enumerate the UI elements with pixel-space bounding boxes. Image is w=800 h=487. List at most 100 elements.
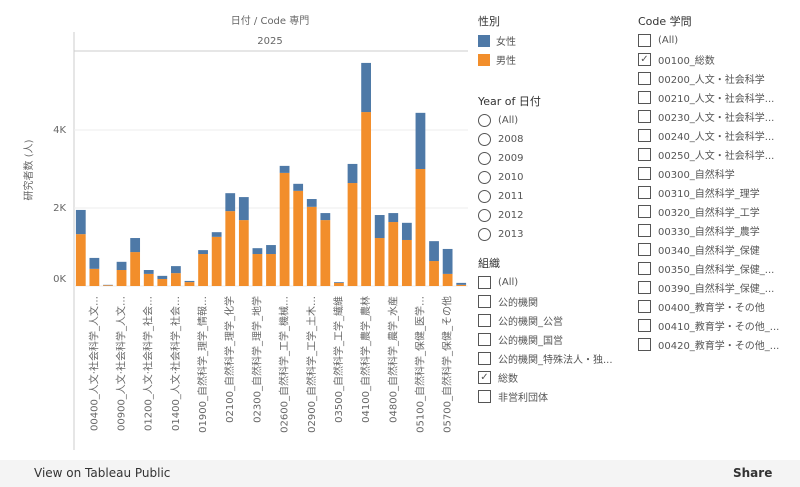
filter-item[interactable]: (All) (478, 111, 618, 130)
bar-segment (184, 282, 195, 286)
bar-segment (334, 282, 344, 286)
filter-item[interactable]: 公的機関_公営 (478, 311, 628, 330)
bar-segment (266, 245, 276, 255)
filter-label: 00340_自然科学_保健 (658, 246, 760, 257)
filter-label: 00420_教育学・その他_... (658, 341, 780, 352)
bar-segment (456, 282, 467, 285)
bar-segment (225, 193, 236, 212)
filter-label: 2013 (498, 229, 524, 240)
bar-segment (103, 285, 113, 286)
filter-item[interactable]: 00230_人文・社会科学... (638, 107, 788, 126)
legend-item: 男性 (478, 50, 618, 69)
filter-item[interactable]: 00300_自然科学 (638, 164, 788, 183)
view-link[interactable]: View on Tableau Public (34, 466, 171, 480)
filter-item[interactable]: 00250_人文・社会科学... (638, 145, 788, 164)
filter-item[interactable]: 00420_教育学・その他_... (638, 335, 788, 354)
y-tick-label: 0K (53, 274, 66, 285)
checkbox (638, 186, 651, 199)
bar-segment (130, 238, 141, 253)
filter-item[interactable]: 00400_教育学・その他 (638, 297, 788, 316)
radio (478, 114, 491, 127)
filter-item[interactable]: 00330_自然科学_農学 (638, 221, 788, 240)
filter-item[interactable]: ✓ 総数 (478, 368, 628, 387)
filter-label: 2012 (498, 210, 524, 221)
filter-item[interactable]: 00390_自然科学_保健_... (638, 278, 788, 297)
x-tick-label: 02100_自然科学_理学_化学 (223, 296, 236, 423)
checkbox (638, 205, 651, 218)
checkbox (638, 243, 651, 256)
legend-swatch (478, 53, 490, 66)
filter-label: 00100_総数 (658, 56, 715, 67)
filter-item[interactable]: 00350_自然科学_保健_... (638, 259, 788, 278)
filter-item[interactable]: 2008 (478, 130, 618, 149)
bar-segment (320, 220, 331, 286)
checkbox (638, 34, 651, 47)
bar-segment (401, 239, 412, 286)
share-button[interactable]: Share (733, 466, 773, 480)
chart: 日付 / Code 専門 2025 研究者数 (人) 0K 2K 4K 00400_人… (22, 14, 468, 450)
filter-label: (All) (658, 35, 679, 46)
filter-item[interactable]: 2012 (478, 206, 618, 225)
filter-label: 2011 (498, 191, 524, 202)
legend: 性別 女性 男性 (478, 13, 618, 69)
filter-item[interactable]: 00410_教育学・その他_... (638, 316, 788, 335)
bar-segment (429, 241, 439, 262)
bar-segment (130, 252, 141, 286)
filter-item[interactable]: (All) (638, 31, 788, 50)
filter-item[interactable]: 00200_人文・社会科学 (638, 69, 788, 88)
filter-item[interactable]: 2013 (478, 225, 618, 244)
filter-item[interactable]: 2011 (478, 187, 618, 206)
y-label: 研究者数 (人) (22, 139, 35, 200)
checkbox (478, 390, 491, 403)
filter-title: Code 学問 (638, 15, 692, 28)
org-filter: 組織 (All) 公的機関 公的機関_公営 公的機関_国営 公的機関_特殊法人・独... ✓… (478, 255, 628, 406)
filter-item[interactable]: 00240_人文・社会科学... (638, 126, 788, 145)
filter-item[interactable]: 公的機関_特殊法人・独... (478, 349, 628, 368)
filter-item[interactable]: (All) (478, 273, 628, 292)
filter-item[interactable]: 2009 (478, 149, 618, 168)
filter-label: 2008 (498, 134, 524, 145)
bar-segment (442, 248, 453, 274)
filter-item[interactable]: 公的機関 (478, 292, 628, 311)
filter-label: 00300_自然科学 (658, 170, 735, 181)
filter-label: 公的機関_国営 (498, 336, 563, 347)
filter-label: 公的機関 (498, 298, 538, 309)
filter-label: 00410_教育学・その他_... (658, 322, 780, 333)
bar-segment (429, 261, 439, 286)
column-header: 2025 (257, 36, 282, 47)
filter-item[interactable]: 00310_自然科学_理学 (638, 183, 788, 202)
filter-item[interactable]: 00320_自然科学_工学 (638, 202, 788, 221)
filter-item[interactable]: 非営利団体 (478, 387, 628, 406)
x-tick-label: 01900_自然科学_理学_情報… (196, 296, 209, 433)
filter-item[interactable]: 公的機関_国営 (478, 330, 628, 349)
bar-segment (157, 275, 168, 279)
radio (478, 152, 491, 165)
filter-label: 00230_人文・社会科学... (658, 113, 775, 124)
checkbox (638, 281, 651, 294)
checkbox: ✓ (478, 371, 491, 384)
bar-segment (116, 270, 127, 286)
checkbox (638, 91, 651, 104)
checkbox (478, 333, 491, 346)
bar-segment (157, 278, 168, 286)
bar-segment (252, 248, 263, 255)
legend-label: 男性 (496, 56, 516, 67)
bar-segment (334, 282, 344, 283)
filter-item[interactable]: 00340_自然科学_保健 (638, 240, 788, 259)
code-filter: Code 学問 (All) ✓ 00100_総数 00200_人文・社会科学 00210_… (638, 13, 788, 354)
filter-item[interactable]: 00210_人文・社会科学... (638, 88, 788, 107)
radio (478, 228, 491, 241)
filter-item[interactable]: 2010 (478, 168, 618, 187)
checkbox (478, 295, 491, 308)
x-tick-label: 02900_自然科学_工学_土木… (305, 296, 318, 433)
checkbox (638, 167, 651, 180)
x-tick-label: 04100_自然科学_農学_農林 (359, 296, 372, 423)
radio (478, 133, 491, 146)
bar-segment (306, 206, 317, 286)
bar-segment (361, 62, 371, 113)
x-tick-label: 01400_人文·社会科学_社会… (169, 296, 182, 431)
bar-segment (211, 236, 222, 286)
x-tick-label: 05100_自然科学_保健_医学… (413, 296, 426, 433)
filter-label: 00200_人文・社会科学 (658, 75, 765, 86)
filter-item[interactable]: ✓ 00100_総数 (638, 50, 788, 69)
